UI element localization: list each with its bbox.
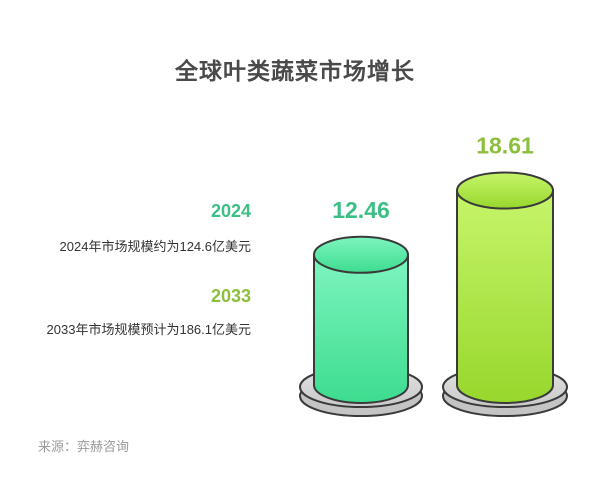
- source-note: 来源：弈赫咨询: [38, 439, 130, 454]
- bar-top-2033: [456, 171, 554, 210]
- bar-2024: [313, 253, 409, 404]
- data-label-2033: 18.61: [476, 133, 534, 159]
- legend-desc-2033: 2033年市场规模预计为186.1亿美元: [46, 322, 251, 337]
- data-label-2024: 12.46: [332, 197, 390, 223]
- bar-top-2024: [313, 235, 409, 274]
- legend-desc-2024: 2024年市场规模约为124.6亿美元: [59, 239, 251, 254]
- bar-2033: [456, 189, 554, 404]
- chart-title: 全球叶类蔬菜市场增长: [175, 58, 415, 84]
- legend-year-2024: 2024: [210, 201, 251, 221]
- legend-year-2033: 2033: [210, 286, 251, 306]
